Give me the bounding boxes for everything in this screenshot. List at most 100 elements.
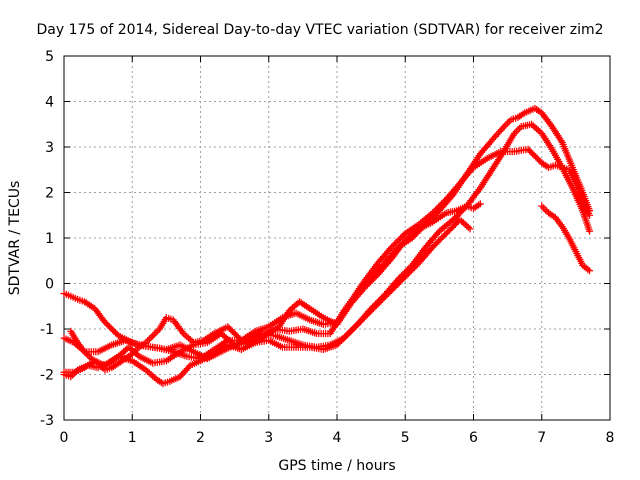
x-tick-label: 8 [606, 430, 615, 446]
data-point [422, 243, 430, 251]
data-point [579, 189, 587, 196]
data-point [326, 330, 334, 338]
data-point [224, 323, 232, 331]
x-tick-label: 5 [401, 430, 410, 446]
data-point [142, 339, 150, 347]
data-point [149, 343, 157, 351]
data-point [504, 141, 512, 149]
data-point [149, 332, 157, 340]
data-point [374, 270, 382, 278]
data-point [442, 229, 450, 237]
data-point [60, 368, 68, 376]
y-axis-label: SDTVAR / TECUs [7, 181, 23, 296]
data-point [538, 202, 546, 210]
data-point [463, 202, 471, 210]
data-point [176, 341, 184, 349]
data-point [94, 348, 102, 356]
data-point [67, 327, 75, 335]
data-point [60, 334, 68, 342]
data-point [142, 366, 150, 374]
y-tick-label: 4 [45, 95, 54, 111]
data-point [265, 323, 273, 331]
data-point [463, 170, 471, 178]
data-point [360, 284, 368, 292]
x-tick-label: 2 [196, 430, 205, 446]
y-tick-label: 0 [45, 277, 54, 293]
data-point [517, 123, 525, 131]
data-point [510, 148, 518, 156]
y-tick-label: 5 [45, 49, 54, 65]
data-point [121, 336, 129, 344]
data-point [101, 366, 109, 374]
data-point [285, 327, 293, 335]
data-point [101, 318, 109, 326]
data-point [551, 214, 559, 222]
data-point [435, 227, 443, 235]
data-point [347, 327, 355, 335]
data-point [91, 305, 99, 313]
series-trail [540, 204, 592, 273]
data-point [162, 345, 170, 353]
x-axis-label: GPS time / hours [278, 458, 395, 474]
data-point [74, 295, 82, 303]
data-point [538, 159, 546, 167]
data-point [80, 348, 88, 356]
data-point [128, 350, 136, 358]
data-point [497, 152, 505, 160]
y-tick-label: 3 [45, 140, 54, 156]
data-point [135, 352, 143, 360]
data-point [278, 343, 286, 351]
data-point [415, 225, 423, 233]
y-tick-label: -2 [40, 368, 54, 384]
data-point [388, 243, 396, 251]
data-point [476, 200, 484, 208]
data-point [579, 261, 587, 269]
data-point [80, 364, 88, 372]
x-tick-label: 6 [469, 430, 478, 446]
data-point [347, 300, 355, 308]
data-point [507, 116, 515, 124]
data-point [545, 163, 553, 171]
data-point [319, 345, 327, 353]
data-point [125, 343, 133, 351]
data-point [586, 207, 594, 215]
data-point [272, 332, 280, 340]
data-point [449, 216, 457, 224]
data-point [166, 377, 174, 385]
data-point [521, 109, 529, 117]
data-point [224, 341, 232, 349]
data-point [251, 327, 259, 335]
data-point [295, 298, 303, 306]
x-tick-label: 7 [537, 430, 546, 446]
data-point [319, 314, 327, 322]
data-point [476, 150, 484, 158]
data-point [487, 168, 495, 176]
y-tick-label: -1 [40, 322, 54, 338]
data-point [149, 359, 157, 367]
data-point [538, 129, 546, 137]
data-point [429, 218, 437, 226]
data-point [159, 380, 167, 388]
data-point [74, 339, 82, 347]
data-point [285, 307, 293, 315]
data-point [456, 216, 464, 224]
data-point [179, 330, 187, 338]
data-point [169, 316, 177, 324]
data-point [466, 225, 474, 233]
x-tick-label: 4 [333, 430, 342, 446]
data-point [449, 191, 457, 199]
data-point [60, 290, 68, 298]
data-point [510, 129, 518, 137]
data-point [500, 123, 508, 131]
data-point [388, 286, 396, 294]
grid [64, 56, 610, 420]
data-point [531, 104, 539, 112]
data-point [306, 316, 314, 324]
data-point [162, 357, 170, 365]
data-point [292, 309, 300, 317]
data-point [319, 320, 327, 328]
data-point [333, 320, 341, 328]
data-point [476, 184, 484, 192]
data-point [87, 355, 95, 363]
